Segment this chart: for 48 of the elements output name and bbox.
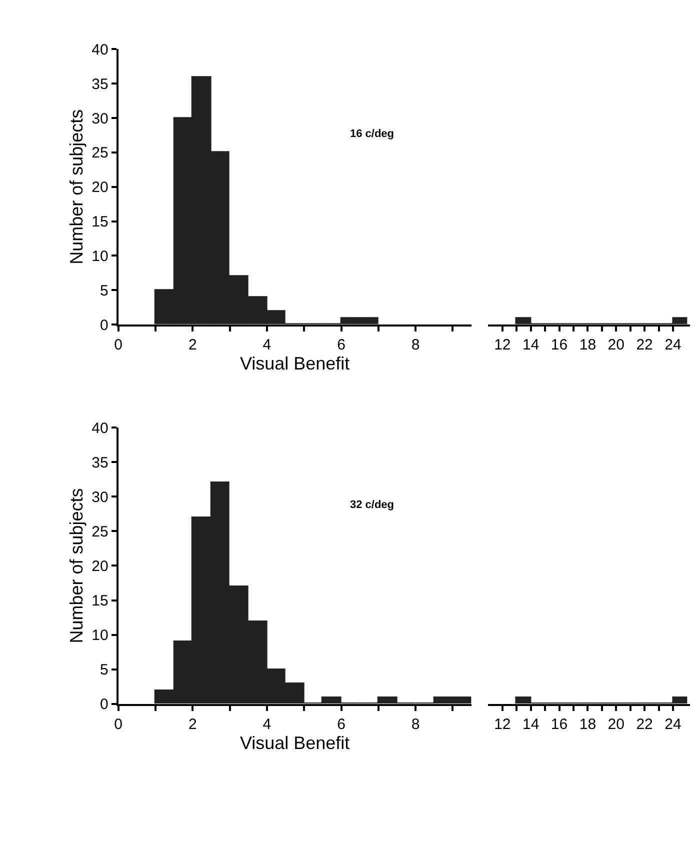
y-axis-title: Number of subjects [66,109,86,264]
x-tick-label: 12 [494,716,511,733]
x-tick-label: 20 [608,716,624,733]
y-tick-label: 0 [100,316,108,334]
x-tick-label: 2 [188,336,197,354]
y-tick-label: 25 [92,523,108,540]
x-tick-label: 20 [608,336,624,354]
x-tick-label: 8 [411,336,420,354]
x-axis-title: Visual Benefit [240,732,350,753]
y-tick-label: 10 [92,627,108,644]
x-tick-label: 14 [522,336,540,354]
x-tick-label: 4 [262,716,272,733]
x-tick-label: 6 [337,336,346,354]
x-tick-label: 6 [337,716,346,733]
y-tick-label: 30 [92,110,108,128]
x-tick-label: 16 [550,716,568,733]
y-tick-label: 35 [92,76,108,93]
y-tick-label: 15 [92,214,108,231]
y-tick-label: 15 [92,592,108,610]
x-tick-label: 18 [579,716,596,733]
y-tick-label: 20 [92,558,108,575]
x-tick-label: 14 [522,716,540,733]
y-tick-label: 10 [92,248,108,265]
y-axis-title: Number of subjects [66,488,86,644]
y-tick-label: 35 [92,454,108,472]
x-tick-label: 0 [114,336,123,354]
x-tick-label: 8 [411,716,420,733]
x-tick-label: 24 [664,716,682,733]
y-tick-label: 25 [92,144,108,162]
y-tick-label: 40 [92,420,108,437]
y-tick-label: 0 [100,696,108,714]
y-tick-label: 30 [92,488,108,506]
x-tick-label: 16 [550,336,568,354]
y-tick-label: 20 [92,179,108,196]
x-axis-title: Visual Benefit [240,354,350,374]
y-tick-label: 5 [100,662,108,679]
x-tick-label: 2 [188,716,197,733]
x-tick-label: 22 [636,716,653,733]
annotation: 16 c/deg [350,128,394,140]
y-tick-label: 5 [100,282,108,300]
x-tick-label: 0 [114,716,123,733]
annotation: 32 c/deg [350,499,394,511]
x-tick-label: 4 [262,336,272,354]
x-tick-label: 22 [636,336,653,354]
x-tick-label: 18 [579,336,596,354]
y-tick-label: 40 [92,41,108,58]
x-tick-label: 12 [494,336,511,354]
x-tick-label: 24 [664,336,682,354]
